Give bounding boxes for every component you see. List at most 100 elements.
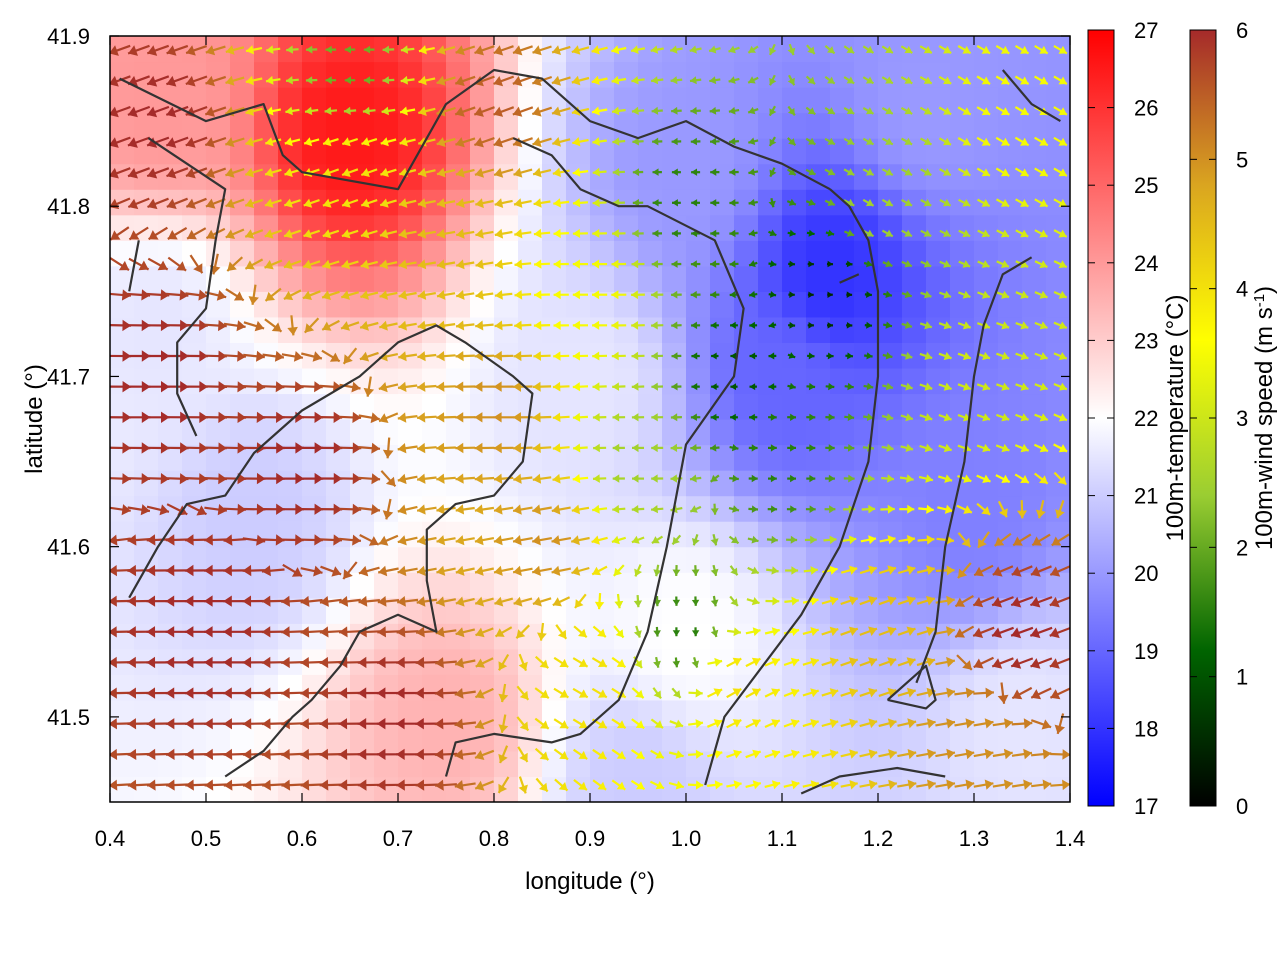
x-tick-label: 1.3 <box>959 826 990 851</box>
temperature-cell <box>614 572 639 599</box>
temperature-cell <box>590 419 615 446</box>
temperature-cell <box>302 87 327 114</box>
temperature-cell <box>398 316 423 343</box>
temperature-cell <box>422 572 447 599</box>
temperature-cell <box>758 776 783 802</box>
temperature-cell <box>542 597 567 624</box>
temperature-cell <box>1046 367 1070 395</box>
temperature-cell <box>398 214 423 241</box>
temperature-cell <box>854 240 879 267</box>
temperature-cell <box>854 316 879 343</box>
temperature-cell <box>110 240 135 267</box>
temperature-cell <box>254 61 279 88</box>
temperature-cell <box>758 521 783 548</box>
temperature-cell <box>734 623 759 650</box>
temperature-cell <box>638 163 663 190</box>
temperature-cell <box>446 163 471 190</box>
temperature-cell <box>1022 495 1047 522</box>
temperature-cell <box>254 291 279 318</box>
temperature-cell <box>686 112 711 139</box>
temperature-cell <box>950 521 975 548</box>
temperature-cell <box>806 112 831 139</box>
temperature-cell <box>662 61 687 88</box>
temperature-cell <box>446 470 471 497</box>
temperature-cell <box>998 291 1023 318</box>
temperature-cell <box>998 776 1023 802</box>
temperature-cell <box>926 725 951 752</box>
temperature-cell <box>182 112 207 139</box>
y-tick-label: 41.5 <box>47 705 90 730</box>
temperature-cell <box>950 291 975 318</box>
colorbar-tick-label: 6 <box>1236 18 1248 43</box>
y-tick-label: 41.8 <box>47 194 90 219</box>
colorbar-tick-label: 25 <box>1134 173 1158 198</box>
temperature-cell <box>326 521 351 548</box>
temperature-cell <box>638 521 663 548</box>
temperature-cell <box>878 265 903 292</box>
temperature-cell <box>230 112 255 139</box>
temperature-cell <box>950 214 975 241</box>
temperature-cell <box>902 572 927 599</box>
colorbar-tick-label: 5 <box>1236 147 1248 172</box>
temperature-cell <box>830 112 855 139</box>
temperature-cell <box>494 699 519 726</box>
temperature-cell <box>590 367 615 395</box>
temperature-cell <box>566 112 591 139</box>
temperature-cell <box>542 214 567 241</box>
temperature-cell <box>1022 367 1047 395</box>
temperature-cell <box>374 699 399 726</box>
temperature-cell <box>494 521 519 548</box>
temperature-cell <box>590 87 615 114</box>
y-tick-label: 41.9 <box>47 24 90 49</box>
x-tick-label: 0.8 <box>479 826 510 851</box>
temperature-cell <box>518 265 543 292</box>
temperature-cell <box>446 419 471 446</box>
temperature-cell <box>758 265 783 292</box>
temperature-cell <box>278 265 303 292</box>
temperature-cell <box>782 725 807 752</box>
temperature-cell <box>110 725 135 752</box>
temperature-cell <box>422 419 447 446</box>
temperature-cell <box>494 750 519 778</box>
temperature-cell <box>446 521 471 548</box>
temperature-cell <box>998 138 1023 165</box>
colorbar-tick-label: 23 <box>1134 328 1158 353</box>
temperature-cell <box>350 419 375 446</box>
temperature-cell <box>830 470 855 497</box>
temperature-cell <box>950 419 975 446</box>
temperature-cell <box>806 214 831 241</box>
temperature-cell <box>758 163 783 190</box>
temperature-cell <box>638 725 663 752</box>
temperature-cell <box>590 265 615 292</box>
temperature-cell <box>446 776 471 802</box>
temperature-cell <box>686 725 711 752</box>
temperature-cell <box>734 87 759 114</box>
temperature-cell <box>182 36 207 63</box>
temperature-cell <box>854 367 879 395</box>
temperature-cell <box>446 699 471 726</box>
temperature-cell <box>1046 112 1070 139</box>
temperature-cell <box>638 546 663 573</box>
temperature-cell <box>302 112 327 139</box>
temperature-cell <box>662 316 687 343</box>
temperature-cell <box>566 750 591 778</box>
temperature-cell <box>926 367 951 395</box>
temperature-cell <box>398 87 423 114</box>
temperature-cell <box>686 597 711 624</box>
y-axis-title: latitude (°) <box>21 364 48 474</box>
temperature-cell <box>614 419 639 446</box>
temperature-cell <box>662 674 687 701</box>
temperature-cell <box>902 470 927 497</box>
temperature-cell <box>158 572 183 599</box>
temperature-cell <box>134 470 159 497</box>
temperature-cell <box>638 240 663 267</box>
temperature-cell <box>974 265 999 292</box>
temperature-cell <box>710 214 735 241</box>
temperature-cell <box>422 725 447 752</box>
temperature-cell <box>758 316 783 343</box>
temperature-cell <box>158 419 183 446</box>
temperature-cell <box>566 419 591 446</box>
temperature-cell <box>758 419 783 446</box>
temperature-cell <box>398 61 423 88</box>
temperature-cell <box>206 623 231 650</box>
